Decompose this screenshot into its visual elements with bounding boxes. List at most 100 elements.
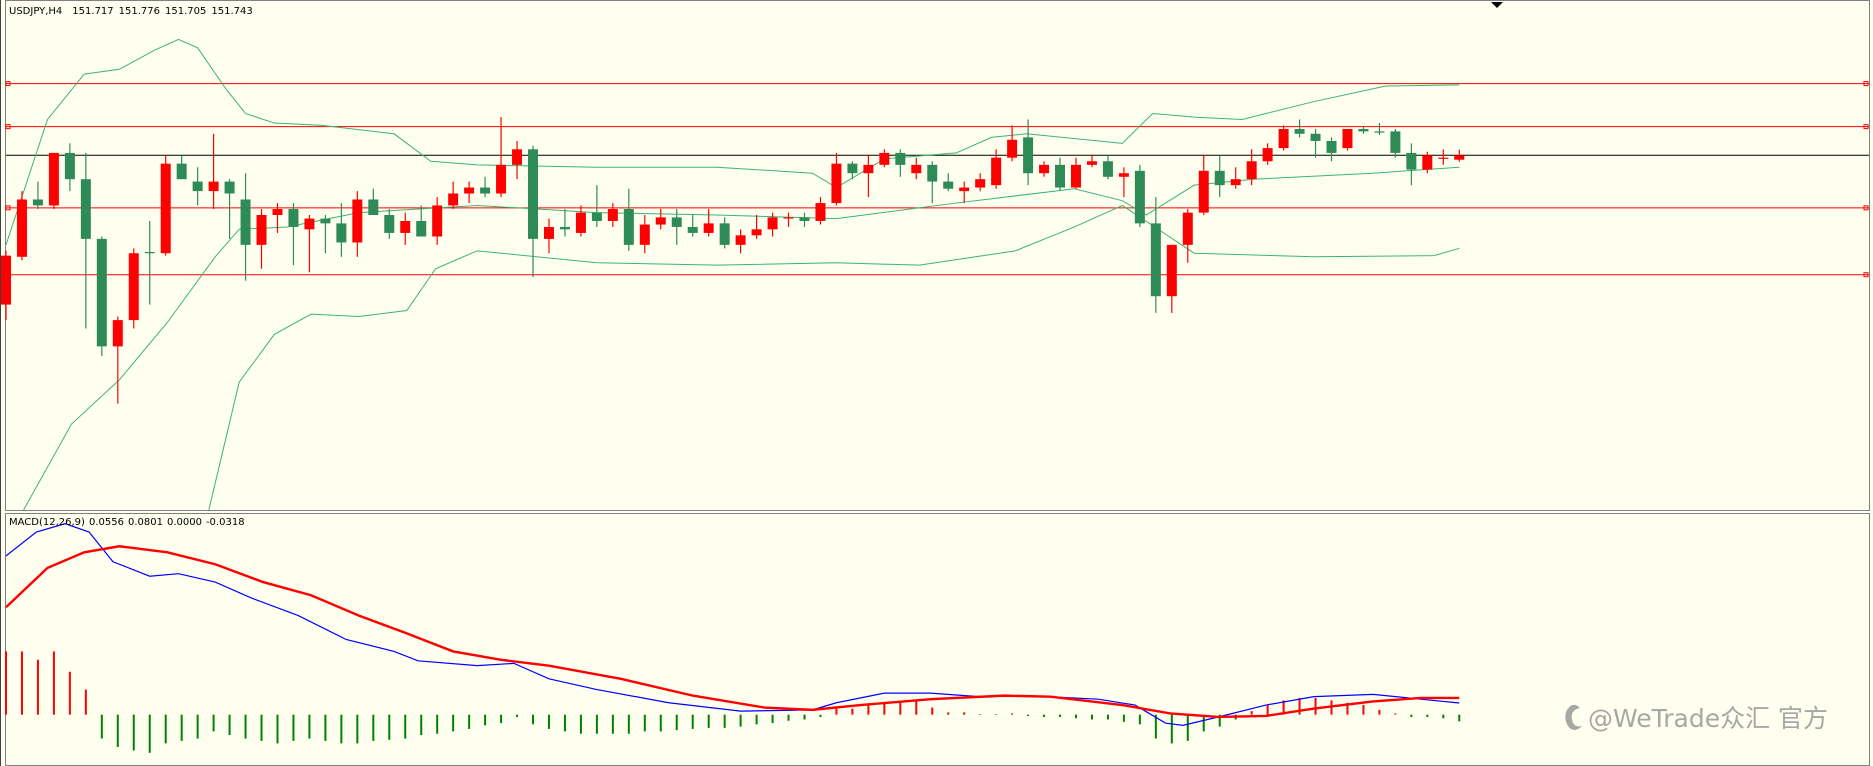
candle-body [1278,129,1289,149]
bollinger-band [5,38,1460,246]
candle-body [1007,139,1018,158]
candle-body [1150,223,1161,297]
level-handle [1863,205,1869,211]
macd-panel [5,523,1461,753]
candle-body [639,224,650,245]
candle-body [336,223,347,243]
candle-body [1326,140,1337,153]
candle-body [1055,164,1066,188]
candle-body [352,199,363,243]
candle-body [528,149,539,239]
candle-body [1,255,11,305]
candle-body [623,209,634,245]
open-value: 151.717 [72,6,113,17]
candle-body [1166,244,1177,297]
candle-body [64,152,75,180]
candle-body [1182,212,1193,245]
candle-body [448,193,459,206]
watermark-text: @WeTrade众汇 官方 [1588,704,1828,733]
candle-body [112,320,123,347]
candle-body [783,217,794,219]
candle-body [943,181,954,189]
candle-body [416,220,427,237]
level-handle [5,124,11,130]
candle-body [799,217,810,221]
candle-body [512,149,523,165]
candle-body [863,164,874,174]
candle-body [959,187,970,192]
symbol: USDJPY,H4 [9,6,62,17]
level-handle [5,81,11,87]
candle-body [1134,170,1145,224]
macd-value: 0.0556 [89,517,124,528]
level-handle [1863,81,1869,87]
candle-body [176,163,187,180]
low-value: 151.705 [165,6,206,17]
candle-body [735,235,746,245]
candle-body [48,152,59,206]
candle-body [815,203,826,221]
buffer-value: 0.0000 [167,517,202,528]
candle-body [1390,131,1401,153]
candle-body [767,217,778,230]
candle-body [655,217,666,225]
candle-body [927,164,938,182]
candle-body [1454,155,1465,160]
candle-body [16,199,27,257]
level-handle [5,205,11,211]
signal-line [5,545,1460,719]
candle-body [432,205,443,237]
candle-body [320,218,331,224]
histogram-value: -0.0318 [206,517,245,528]
candle-body [1086,161,1097,165]
candle-body [1406,152,1417,170]
candle-body [991,157,1002,186]
candle-body [80,179,91,239]
candle-body [575,212,586,233]
level-handle [1863,124,1869,130]
candle-body [911,164,922,174]
candle-body [1342,129,1353,149]
candle-body [400,220,411,233]
candle-body [256,215,267,245]
chart-shift-marker[interactable] [1491,2,1503,8]
candle-body [1039,164,1050,174]
candle-body [1374,131,1385,133]
candle-body [1198,170,1209,213]
watermark: @WeTrade众汇 官方 [1565,704,1828,733]
candle-body [1294,129,1305,134]
candle-body [272,209,283,216]
candle-body [1230,179,1241,186]
price-panel [1,38,1869,511]
candle-body [975,179,986,188]
candle-body [1422,155,1433,170]
candle-body [751,229,762,236]
candle-body [96,238,107,347]
macd-header: MACD(12,26,9) 0.0556 0.0801 0.0000 -0.0318 [9,517,245,528]
candle-body [607,209,618,221]
candle-body [192,181,203,192]
candle-body [1070,164,1081,188]
candle-body [703,223,714,233]
candle-body [128,253,139,321]
candle-body [719,223,730,245]
candle-body [240,199,251,245]
watermark-icon [1565,704,1582,730]
indicator-name: MACD(12,26,9) [9,517,85,528]
candle-body [480,187,491,194]
candle-body [671,217,682,227]
candle-body [224,181,235,194]
high-value: 151.776 [119,6,160,17]
candle-body [543,226,554,239]
bollinger-band [23,166,1460,511]
candle-body [1246,161,1257,180]
candle-body [895,152,906,165]
candle-body [1310,133,1321,141]
candle-body [160,163,171,254]
price-header: USDJPY,H4 151.717 151.776 151.705 151.743 [9,6,253,17]
close-value: 151.743 [211,6,252,17]
candle-body [304,218,315,230]
candle-body [496,164,507,194]
